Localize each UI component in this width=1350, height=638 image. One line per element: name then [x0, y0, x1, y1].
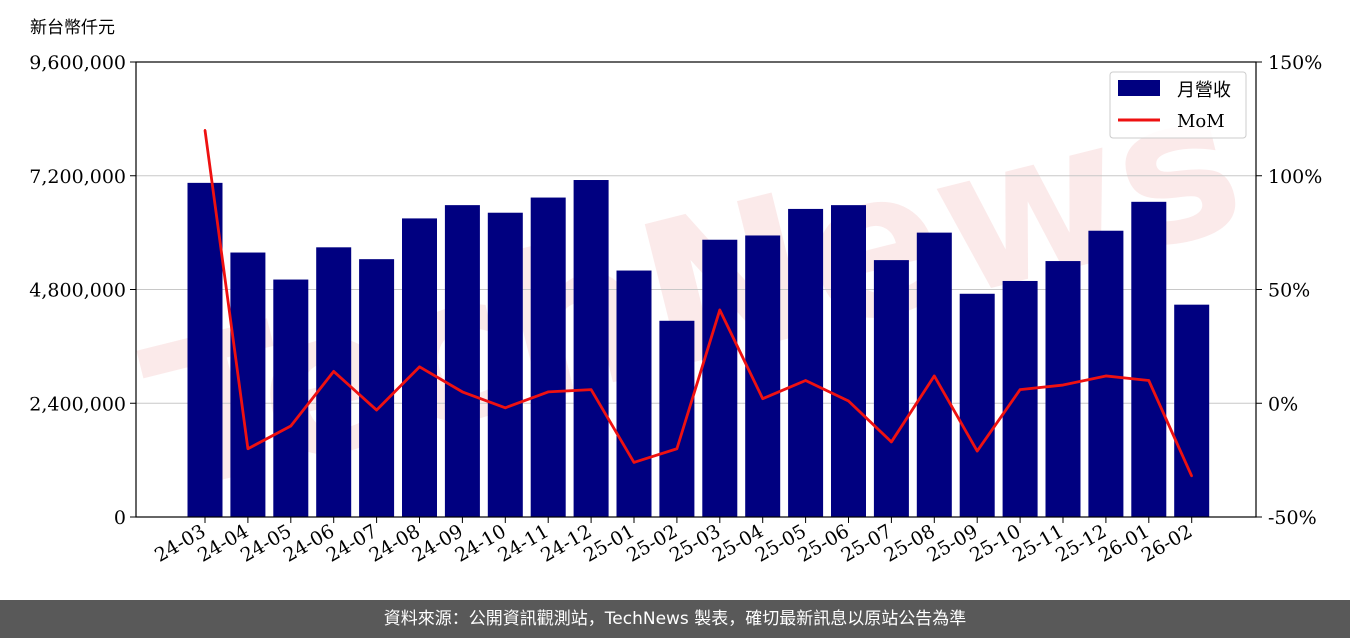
source-footer: 資料來源：公開資訊觀測站，TechNews 製表，確切最新訊息以原站公告為準: [0, 600, 1350, 638]
bar: [1045, 261, 1081, 517]
mom-point: [632, 461, 636, 464]
x-axis: 24-0324-0424-0524-0624-0724-0824-0924-10…: [151, 517, 1196, 567]
bar: [788, 208, 824, 518]
x-tick-label: 26-02: [1138, 520, 1196, 566]
mom-point: [289, 424, 292, 428]
y2-tick-label: -50%: [1268, 507, 1317, 529]
y-axis-right: -50% 0% 50% 100% 150%: [1256, 52, 1322, 529]
bar: [359, 259, 395, 517]
mom-point: [504, 406, 507, 409]
mom-point: [675, 447, 679, 450]
mom-point: [1147, 379, 1151, 382]
y-axis-label: 新台幣仟元: [30, 18, 115, 38]
mom-point: [1104, 374, 1108, 378]
bar: [1174, 304, 1210, 517]
y-tick-label: 7,200,000: [29, 166, 126, 188]
y2-tick-label: 50%: [1268, 280, 1310, 302]
mom-point: [804, 379, 807, 382]
bar: [702, 239, 738, 517]
mom-point: [203, 129, 207, 132]
bar: [573, 180, 609, 517]
bar: [1131, 201, 1167, 518]
mom-point: [761, 397, 764, 400]
bar: [659, 320, 695, 517]
mom-point: [890, 440, 893, 444]
bar: [273, 279, 309, 517]
bar: [444, 205, 480, 517]
bar: [873, 260, 909, 517]
bar: [530, 197, 566, 518]
mom-point: [976, 449, 979, 453]
mom-point: [1018, 388, 1022, 391]
mom-point: [933, 374, 936, 378]
mom-point: [1190, 474, 1193, 478]
legend-swatch-revenue: [1118, 80, 1160, 96]
mom-point: [418, 365, 421, 369]
y2-tick-label: 150%: [1268, 52, 1322, 74]
bar: [1002, 280, 1038, 517]
bar: [616, 270, 652, 517]
legend-label-mom: MoM: [1177, 111, 1225, 132]
bar: [1088, 230, 1124, 517]
y2-tick-label: 100%: [1268, 166, 1322, 188]
y-axis-left: 0 2,400,000 4,800,000 7,200,000 9,600,000: [29, 52, 136, 529]
bar: [831, 205, 866, 517]
mom-line: [203, 130, 1193, 477]
bar: [187, 182, 223, 517]
y-tick-label: 0: [114, 507, 126, 529]
mom-point: [847, 399, 850, 403]
legend: 月營收 MoM: [1109, 71, 1247, 139]
mom-point: [1061, 383, 1065, 387]
legend-label-revenue: 月營收: [1177, 80, 1231, 101]
y-tick-label: 2,400,000: [29, 393, 126, 415]
y-tick-label: 4,800,000: [29, 280, 126, 302]
mom-point: [332, 370, 335, 373]
mom-point: [547, 390, 550, 394]
bar: [959, 293, 995, 517]
y2-tick-label: 0%: [1268, 393, 1298, 415]
mom-point: [461, 390, 464, 394]
bar: [487, 212, 523, 517]
bar: [230, 252, 266, 517]
mom-series: [203, 129, 1193, 478]
mom-point: [589, 388, 593, 391]
mom-point: [718, 308, 721, 312]
y-tick-label: 9,600,000: [29, 52, 126, 74]
mom-point: [246, 447, 250, 450]
chart: TechNews 新台幣仟元 02,400,0004,800,0007,200,…: [29, 18, 1322, 567]
mom-point: [375, 408, 378, 412]
